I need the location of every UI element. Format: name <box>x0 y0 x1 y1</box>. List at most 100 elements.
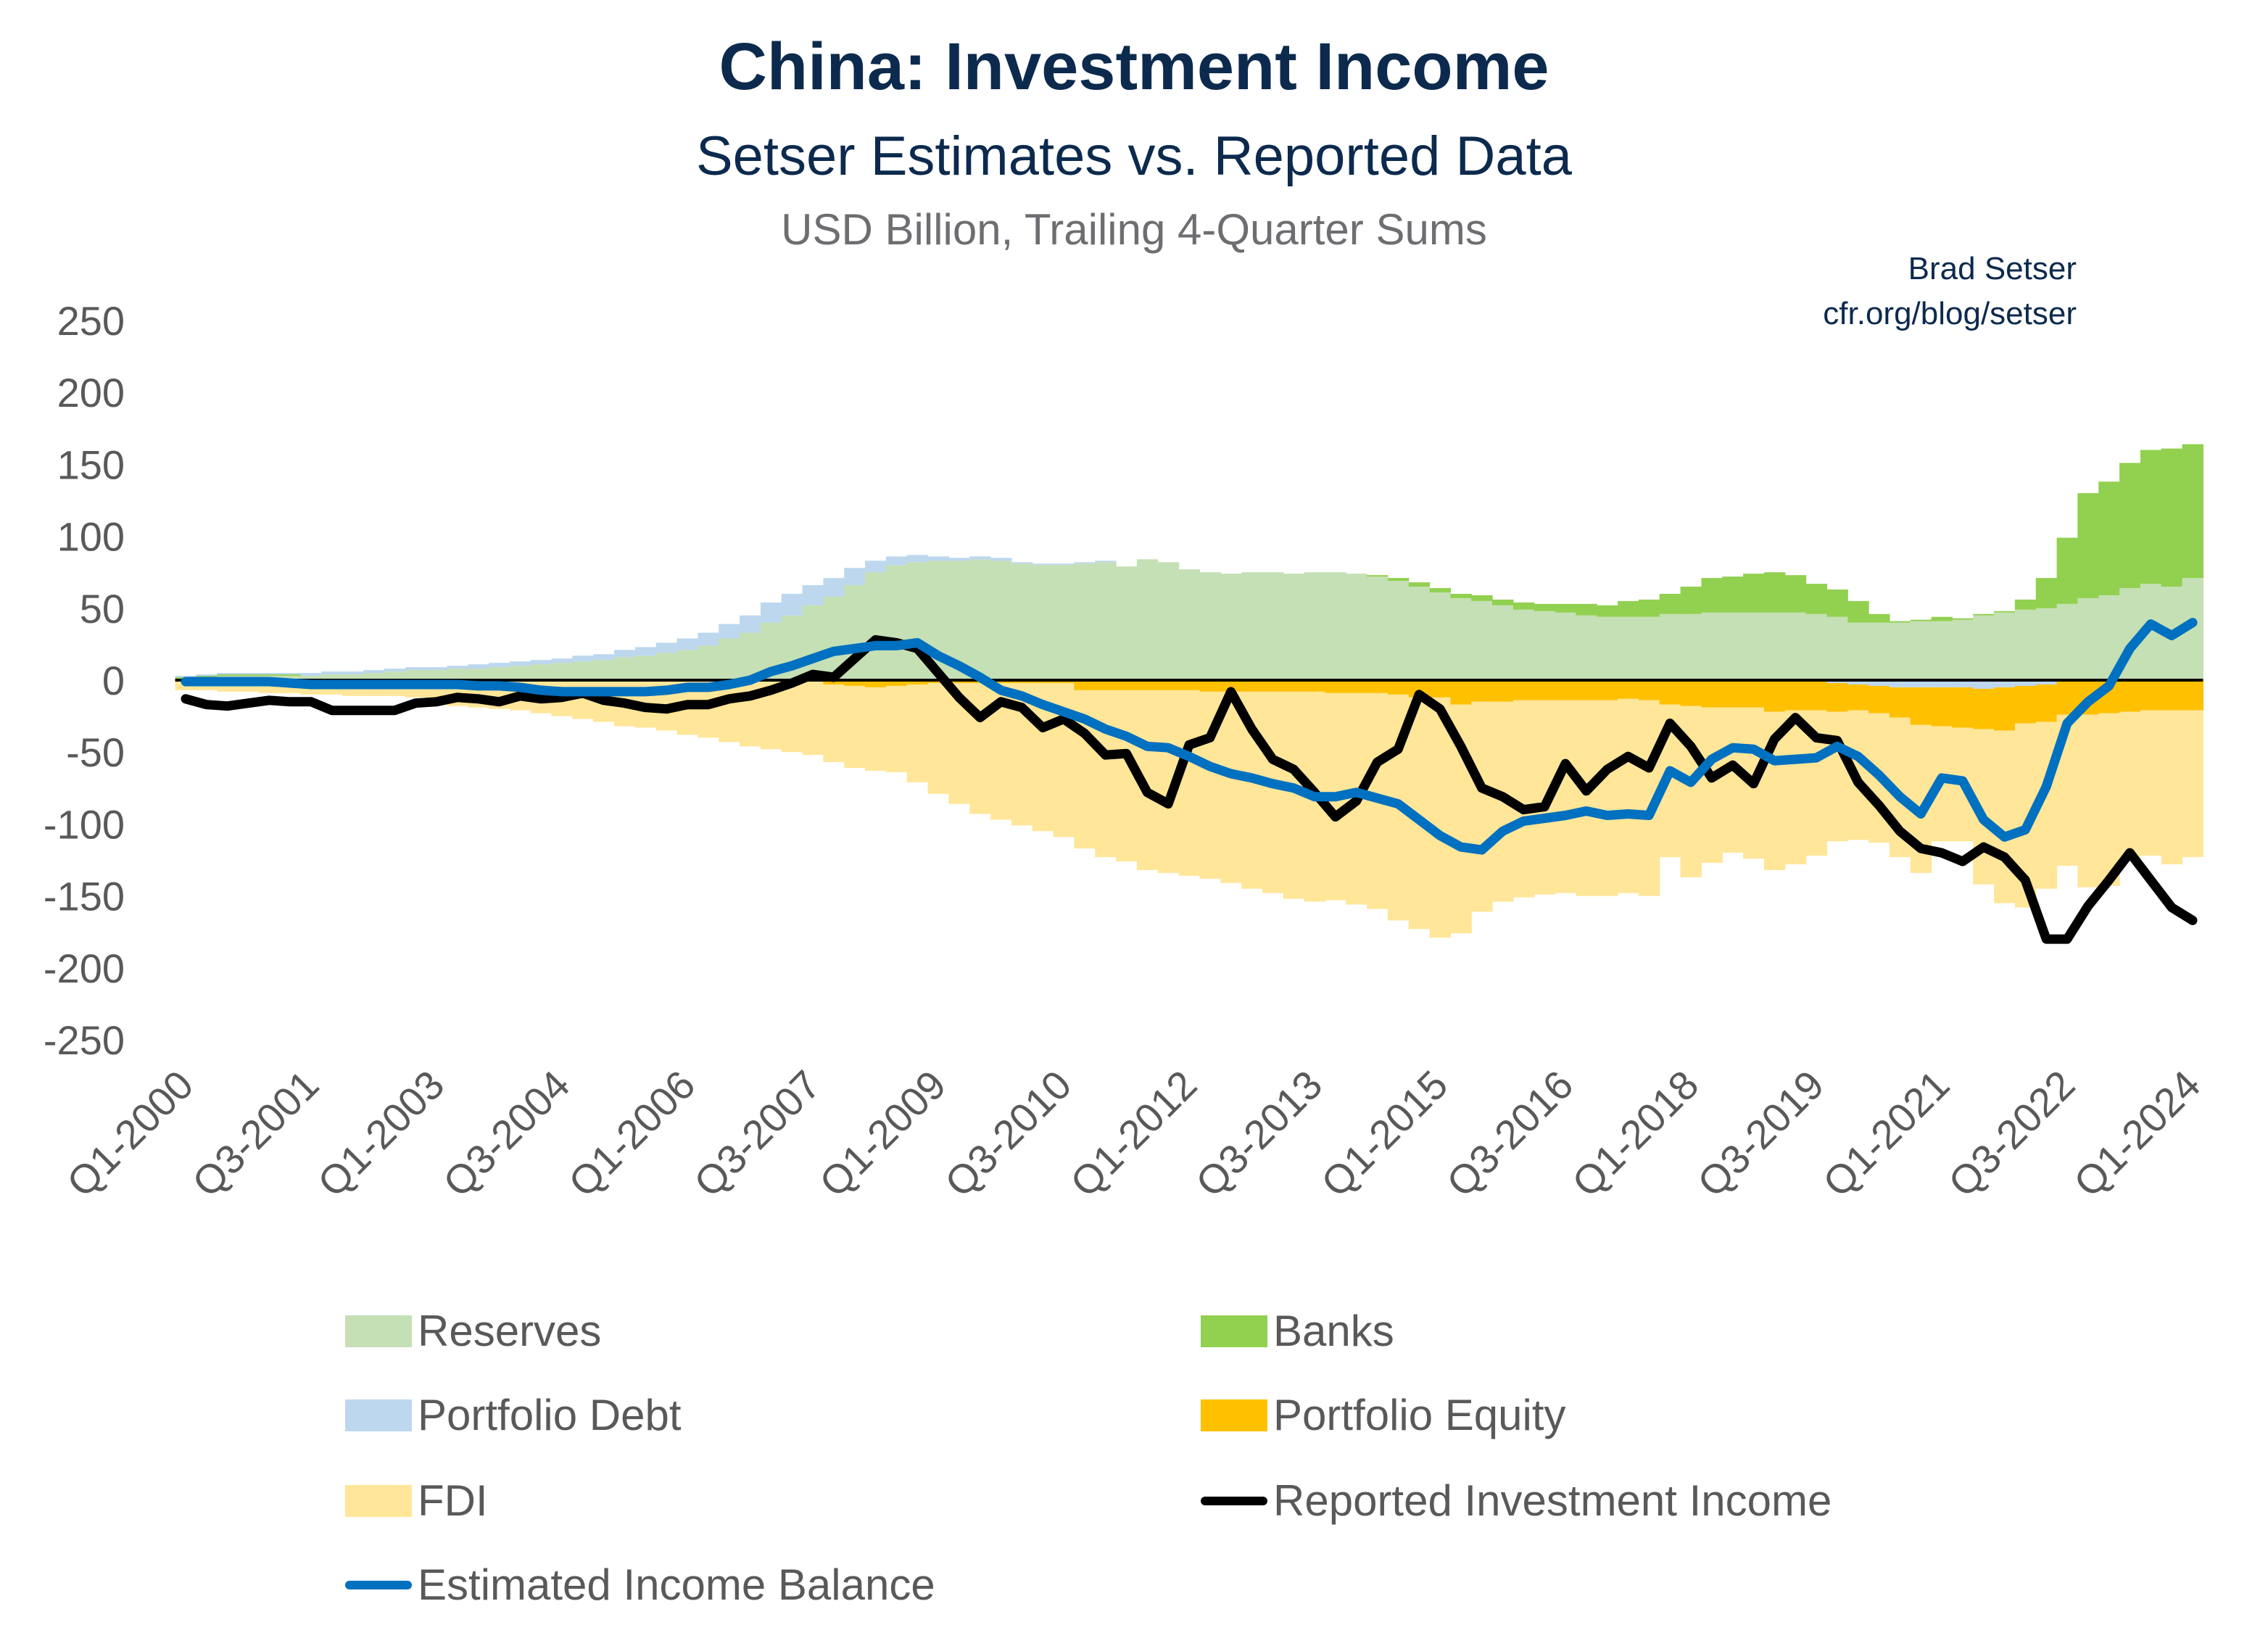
portfolio-equity-bar <box>1241 680 1263 692</box>
banks-bar <box>1387 578 1410 582</box>
portfolio-equity-bar <box>1659 680 1681 705</box>
legend-swatch <box>1201 1315 1267 1347</box>
portfolio-equity-bar <box>1367 680 1388 693</box>
banks-bar <box>2182 444 2204 579</box>
fdi-bar <box>823 684 845 763</box>
portfolio-debt-bar <box>698 632 719 646</box>
reserves-bar <box>1659 613 1681 680</box>
banks-bar <box>1952 618 1974 620</box>
reserves-bar <box>509 666 531 680</box>
fdi-bar <box>1597 700 1618 896</box>
reserves-bar <box>1325 572 1346 680</box>
reserves-bar <box>551 663 574 680</box>
reserves-bar <box>1178 569 1201 680</box>
portfolio-debt-bar <box>489 663 510 668</box>
portfolio-equity-bar <box>1784 680 1807 711</box>
portfolio-equity-bar <box>1889 687 1911 718</box>
portfolio-equity-bar <box>1638 680 1660 700</box>
reserves-bar <box>489 667 510 680</box>
portfolio-equity-bar <box>1973 688 1995 729</box>
portfolio-equity-bar <box>1471 680 1493 702</box>
portfolio-equity-bar <box>1826 682 1848 712</box>
reserves-bar <box>719 638 740 680</box>
portfolio-equity-bar <box>1220 680 1242 692</box>
banks-bar <box>279 674 302 677</box>
reserves-bar <box>1116 566 1138 680</box>
reserves-bar <box>1136 559 1159 680</box>
portfolio-equity-bar <box>1512 680 1535 700</box>
fdi-bar <box>1618 698 1639 893</box>
portfolio-equity-bar <box>823 680 845 685</box>
x-tick-label: Q1-2012 <box>1061 1062 1206 1206</box>
x-tick-label: Q3-2016 <box>1438 1062 1582 1206</box>
fdi-bar <box>1701 707 1723 863</box>
fdi-bar <box>1784 710 1807 864</box>
banks-bar <box>2056 537 2079 604</box>
portfolio-equity-bar <box>2161 680 2183 711</box>
portfolio-debt-bar <box>865 561 887 573</box>
chart-subtitle: Setser Estimates vs. Reported Data <box>695 125 1573 187</box>
legend-label: Estimated Income Balance <box>418 1560 935 1609</box>
legend-label: Reported Investment Income <box>1273 1476 1832 1525</box>
legend-swatch <box>345 1580 412 1589</box>
portfolio-equity-bar <box>1805 680 1828 711</box>
x-tick-label: Q1-2003 <box>309 1062 453 1206</box>
fdi-bar <box>927 682 950 794</box>
chart-plot: 250200150100500-50-100-150-200-250Q1-200… <box>44 298 2209 1206</box>
portfolio-debt-bar <box>1952 680 1974 687</box>
portfolio-debt-bar <box>2035 680 2058 685</box>
reserves-bar <box>572 661 594 680</box>
fdi-bar <box>906 684 929 782</box>
portfolio-debt-bar <box>1868 680 1890 686</box>
portfolio-equity-bar <box>1868 685 1890 714</box>
fdi-bar <box>1262 691 1284 893</box>
portfolio-equity-bar <box>865 680 887 687</box>
banks-bar <box>1492 599 1514 605</box>
x-tick-label: Q3-2007 <box>685 1062 829 1206</box>
portfolio-debt-bar <box>614 650 636 658</box>
fdi-bar <box>2119 711 2141 858</box>
fdi-bar <box>1220 691 1242 883</box>
reserves-bar <box>1304 572 1326 680</box>
fdi-bar <box>1994 730 2016 903</box>
portfolio-debt-bar <box>279 673 302 675</box>
reserves-bar <box>1367 576 1388 680</box>
banks-bar <box>1826 590 1848 617</box>
reserves-bar <box>530 664 552 680</box>
reported-investment-income-line <box>181 634 2198 944</box>
reserves-bar <box>1847 622 1869 680</box>
portfolio-equity-bar <box>1116 680 1138 690</box>
portfolio-debt-bar <box>802 585 824 605</box>
fdi-bar <box>844 685 866 769</box>
banks-bar <box>238 674 260 677</box>
banks-bar <box>196 676 218 678</box>
reserves-bar <box>405 670 427 680</box>
attribution-author: Brad Setser <box>1908 251 2077 286</box>
portfolio-debt-bar <box>823 578 845 597</box>
reserves-bar <box>1512 609 1535 680</box>
portfolio-equity-bar <box>1597 680 1618 700</box>
portfolio-equity-bar <box>2140 680 2162 711</box>
portfolio-debt-bar <box>634 647 657 656</box>
fdi-bar <box>719 681 740 743</box>
banks-bar <box>217 674 239 677</box>
portfolio-equity-bar <box>2014 685 2037 724</box>
banks-bar <box>1638 599 1660 617</box>
legend-label: Portfolio Equity <box>1273 1391 1566 1439</box>
portfolio-equity-bar <box>1262 680 1284 692</box>
banks-bar <box>1659 593 1681 614</box>
banks-bar <box>1534 603 1556 611</box>
portfolio-debt-bar <box>217 673 239 675</box>
reserves-bar <box>1763 612 1786 680</box>
portfolio-debt-bar <box>719 624 740 639</box>
reserves-bar <box>1262 572 1284 680</box>
portfolio-equity-bar <box>1722 680 1744 708</box>
portfolio-equity-bar <box>1931 687 1953 727</box>
y-tick-label: 100 <box>57 514 125 560</box>
reserves-bar <box>1011 563 1033 680</box>
portfolio-equity-bar <box>1304 680 1326 692</box>
legend-swatch <box>345 1315 412 1347</box>
portfolio-equity-bar <box>906 680 929 685</box>
fdi-bar <box>885 685 908 772</box>
banks-bar <box>2098 481 2120 595</box>
